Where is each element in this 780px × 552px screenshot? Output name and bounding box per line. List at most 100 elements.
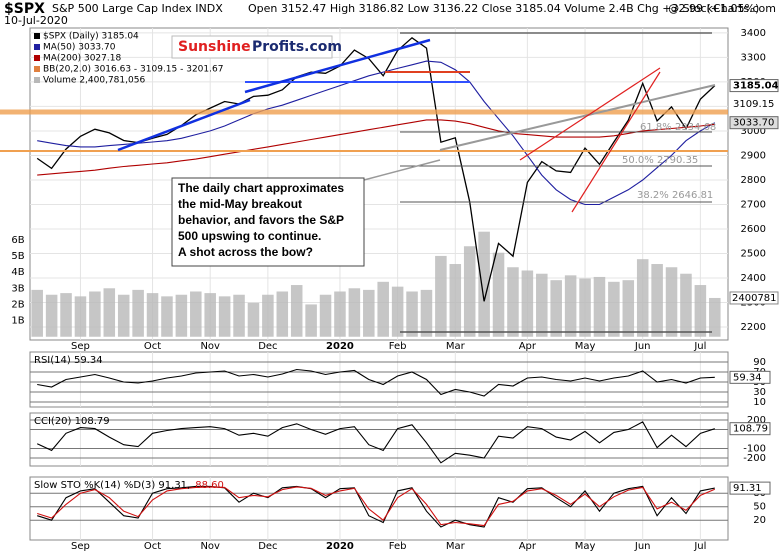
volume-bar [103, 288, 116, 337]
date: 10-Jul-2020 [4, 14, 68, 27]
volume-box [729, 291, 779, 305]
series-line [37, 60, 716, 206]
y-tick-label: 200 [747, 415, 766, 426]
x-tick-label: 2020 [326, 341, 354, 352]
volume-bar [435, 255, 447, 337]
series-line [37, 368, 715, 397]
y-tick-label: 2500 [741, 248, 766, 259]
legend-swatch [34, 66, 40, 72]
volume-bar [175, 294, 188, 337]
legend-label: 88.60 [195, 480, 224, 491]
volume-tick-label: 4B [11, 267, 24, 278]
x-tick-label: Sep [71, 541, 90, 552]
y-tick-label: 90 [753, 357, 766, 368]
y-tick-label: 10 [753, 397, 766, 408]
x-tick-label: Feb [389, 341, 407, 352]
panel [29, 476, 729, 541]
legend-label: RSI(14) 59.34 [34, 355, 103, 366]
volume-bar [132, 289, 144, 337]
volume-bar [262, 294, 274, 337]
x-tick-label: Oct [144, 341, 161, 352]
volume-bar [564, 275, 577, 337]
legend-label: Slow STO %K(14) %D(3) 91.31, [34, 480, 190, 491]
y-tick-label: 3000 [741, 126, 766, 137]
volume-bar [290, 285, 303, 337]
price-box [730, 98, 778, 111]
legend-label: MA(50) 3033.70 [43, 43, 116, 53]
index-name: S&P 500 Large Cap Index INDX [52, 2, 223, 15]
y-tick-label: 20 [753, 515, 766, 526]
annotation-line: the mid-May breakout [178, 197, 302, 211]
x-tick-label: Jul [693, 541, 706, 552]
volume-bar [74, 296, 87, 337]
logo-part1: Sunshine [178, 39, 251, 55]
volume-bar [680, 273, 692, 337]
volume-bar [45, 294, 58, 337]
y-tick-label: 2400 [741, 273, 766, 284]
x-tick-label: Jul [693, 341, 706, 352]
x-tick-label: 2020 [326, 541, 354, 552]
fib-label: 38.2% 2646.81 [637, 190, 713, 201]
last-label: 91.31 [733, 483, 762, 494]
annotation-line: A shot across the bow? [178, 245, 313, 259]
volume-bar [60, 293, 72, 337]
x-tick-label: Mar [446, 341, 466, 352]
price-box [729, 79, 779, 93]
annotation-box [171, 177, 365, 267]
x-tick-label: Dec [258, 541, 277, 552]
volume-bar [305, 304, 317, 337]
volume-bar [31, 289, 43, 337]
last-box [729, 422, 771, 436]
volume-bar [622, 280, 635, 337]
legend-swatch [34, 33, 40, 39]
volume-bar [334, 291, 346, 337]
last-box [729, 370, 771, 384]
legend-swatch [34, 55, 40, 61]
volume-tick-label: 1B [11, 316, 24, 327]
volume-tick-label: 6B [11, 235, 24, 246]
volume-bar [463, 246, 476, 337]
x-tick-label: Nov [200, 541, 220, 552]
volume-bar [608, 281, 620, 337]
volume-bar [391, 286, 404, 337]
y-tick-label: -200 [743, 453, 766, 464]
x-tick-label: Dec [258, 341, 277, 352]
price-label: 3185.04 [733, 81, 779, 92]
volume-bar [348, 288, 361, 337]
legend-swatch [34, 44, 40, 50]
levels [0, 32, 728, 333]
last-label: 59.34 [733, 372, 762, 383]
volume-tick-label: 2B [11, 299, 24, 310]
y-tick-label: 3400 [741, 28, 766, 39]
volume-bar [276, 291, 289, 337]
quote: Open 3152.47 High 3186.82 Low 3136.22 Cl… [248, 2, 759, 15]
series-line [37, 486, 716, 527]
volume-bar [665, 267, 678, 337]
volume-bar [536, 273, 548, 337]
volume-bar [694, 285, 707, 337]
x-tick-label: May [575, 341, 596, 352]
series-line [37, 485, 715, 528]
last-label: 108.79 [733, 424, 768, 435]
annotation-line: The daily chart approximates [178, 181, 344, 195]
fib-label: 50.0% 2790.35 [622, 155, 698, 166]
price-label: 3033.70 [733, 118, 774, 129]
volume-bar [449, 264, 462, 337]
volume-bar [492, 252, 505, 337]
x-tick-label: Jun [634, 541, 651, 552]
volume-bar [377, 281, 389, 337]
volume-bar [319, 294, 332, 337]
series-line [37, 119, 715, 176]
x-tick-label: Oct [144, 541, 161, 552]
price-label: 3109.15 [733, 99, 774, 110]
logo-box [171, 35, 333, 59]
y-tick-label: -100 [743, 444, 766, 455]
volume-bar [636, 259, 649, 337]
annotation-line: behavior, and favors the S&P [178, 213, 344, 227]
last-box [729, 481, 771, 495]
x-tick-label: Nov [200, 341, 220, 352]
x-tick-label: Feb [389, 541, 407, 552]
volume-bar [233, 294, 245, 337]
volume-bar [579, 278, 591, 337]
